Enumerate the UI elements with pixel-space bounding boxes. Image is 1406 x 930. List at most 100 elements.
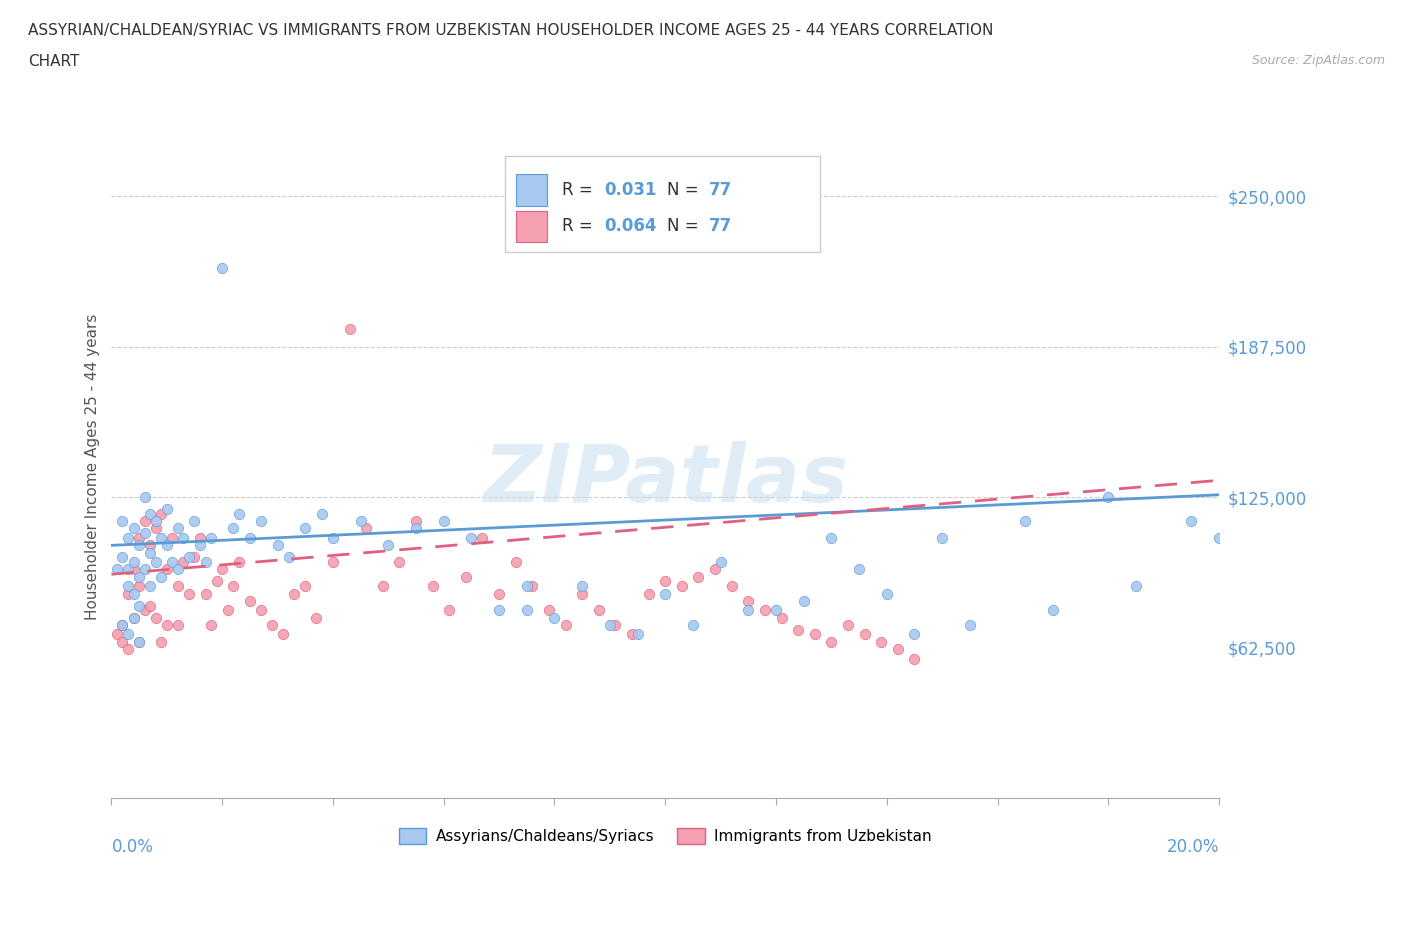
Point	[150, 507, 173, 522]
Point	[239, 531, 262, 546]
Point	[228, 555, 250, 570]
Point	[111, 618, 134, 632]
Point	[1125, 578, 1147, 593]
Point	[128, 578, 150, 593]
Point	[134, 490, 156, 505]
Legend: Assyrians/Chaldeans/Syriacs, Immigrants from Uzbekistan: Assyrians/Chaldeans/Syriacs, Immigrants …	[392, 822, 938, 850]
Text: ZIPatlas: ZIPatlas	[482, 442, 848, 519]
Text: R =: R =	[562, 218, 598, 235]
Point	[903, 627, 925, 642]
Point	[471, 531, 494, 546]
Point	[128, 634, 150, 649]
Point	[145, 610, 167, 625]
Point	[682, 618, 704, 632]
Point	[139, 507, 162, 522]
Point	[876, 586, 898, 601]
Point	[172, 555, 194, 570]
Point	[117, 627, 139, 642]
Text: CHART: CHART	[28, 54, 80, 69]
Point	[194, 586, 217, 601]
Point	[516, 603, 538, 618]
Point	[222, 578, 245, 593]
Point	[194, 555, 217, 570]
Point	[128, 569, 150, 584]
Point	[754, 603, 776, 618]
Point	[222, 521, 245, 536]
Point	[688, 569, 710, 584]
Point	[388, 555, 411, 570]
Point	[139, 538, 162, 552]
Point	[704, 562, 727, 577]
FancyBboxPatch shape	[505, 155, 820, 252]
Point	[853, 627, 876, 642]
Point	[803, 627, 825, 642]
Point	[162, 555, 184, 570]
Point	[122, 586, 145, 601]
Point	[111, 634, 134, 649]
Point	[156, 538, 179, 552]
Point	[737, 603, 759, 618]
Point	[134, 513, 156, 528]
Point	[543, 610, 565, 625]
Point	[283, 586, 305, 601]
Point	[128, 634, 150, 649]
Point	[516, 578, 538, 593]
Point	[139, 578, 162, 593]
Bar	[516, 210, 547, 243]
Point	[167, 618, 190, 632]
Point	[793, 593, 815, 608]
Text: N =: N =	[668, 181, 704, 199]
Point	[122, 610, 145, 625]
Point	[117, 578, 139, 593]
Point	[588, 603, 610, 618]
Point	[167, 578, 190, 593]
Point	[260, 618, 283, 632]
Point	[111, 550, 134, 565]
Point	[172, 531, 194, 546]
Point	[959, 618, 981, 632]
Point	[571, 578, 593, 593]
Point	[217, 603, 239, 618]
Point	[339, 321, 361, 336]
Point	[765, 603, 787, 618]
Point	[188, 531, 211, 546]
Text: N =: N =	[668, 218, 704, 235]
Text: ASSYRIAN/CHALDEAN/SYRIAC VS IMMIGRANTS FROM UZBEKISTAN HOUSEHOLDER INCOME AGES 2: ASSYRIAN/CHALDEAN/SYRIAC VS IMMIGRANTS F…	[28, 23, 994, 38]
Point	[200, 618, 222, 632]
Point	[145, 513, 167, 528]
Point	[870, 634, 893, 649]
Point	[422, 578, 444, 593]
Point	[205, 574, 228, 589]
Point	[626, 627, 648, 642]
Y-axis label: Householder Income Ages 25 - 44 years: Householder Income Ages 25 - 44 years	[86, 314, 100, 620]
Point	[111, 618, 134, 632]
Point	[139, 545, 162, 560]
Point	[820, 531, 842, 546]
Point	[820, 634, 842, 649]
Point	[134, 525, 156, 540]
Point	[671, 578, 693, 593]
Point	[200, 531, 222, 546]
Point	[522, 578, 544, 593]
Point	[239, 593, 262, 608]
Point	[145, 555, 167, 570]
Point	[162, 531, 184, 546]
Point	[156, 502, 179, 517]
Point	[271, 627, 294, 642]
Text: 0.031: 0.031	[605, 181, 657, 199]
Point	[228, 507, 250, 522]
Point	[737, 593, 759, 608]
Point	[837, 618, 859, 632]
Point	[654, 574, 676, 589]
Point	[277, 550, 299, 565]
Point	[349, 513, 371, 528]
Point	[322, 531, 344, 546]
Point	[1014, 513, 1036, 528]
Point	[122, 555, 145, 570]
Point	[770, 610, 793, 625]
Point	[377, 538, 399, 552]
Point	[177, 550, 200, 565]
Point	[371, 578, 394, 593]
Point	[211, 562, 233, 577]
Point	[150, 569, 173, 584]
